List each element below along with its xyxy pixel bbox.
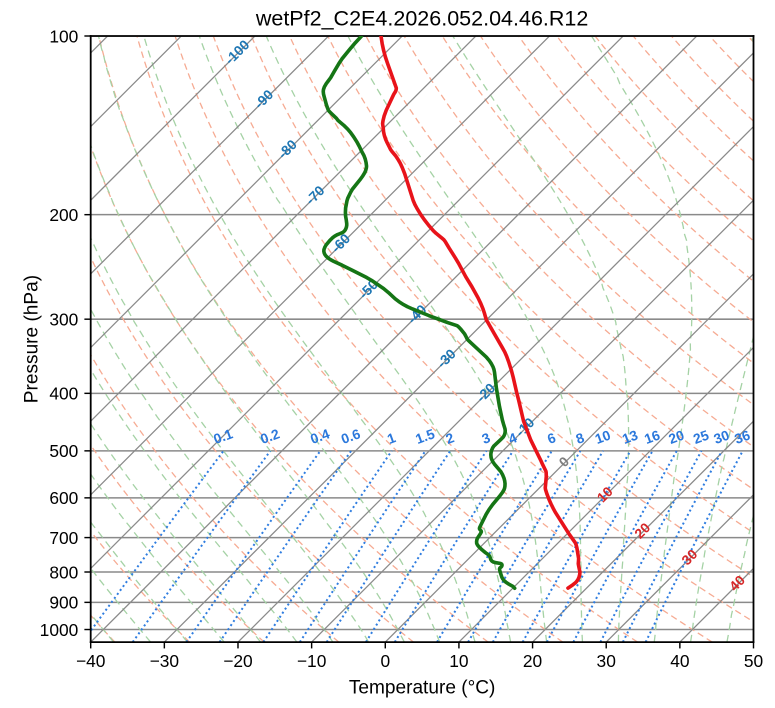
svg-text:700: 700 [49, 528, 78, 548]
svg-text:1000: 1000 [40, 620, 79, 640]
svg-text:10: 10 [449, 651, 468, 671]
svg-text:20: 20 [631, 519, 653, 541]
svg-text:400: 400 [49, 384, 78, 404]
svg-text:600: 600 [49, 488, 78, 508]
svg-text:36: 36 [732, 427, 752, 447]
svg-text:30: 30 [678, 546, 700, 568]
svg-text:Temperature (°C): Temperature (°C) [349, 678, 496, 699]
svg-text:−40: −40 [76, 651, 105, 671]
svg-text:800: 800 [49, 562, 78, 582]
svg-text:−10: −10 [297, 651, 326, 671]
svg-text:−20: −20 [223, 651, 252, 671]
svg-text:50: 50 [744, 651, 763, 671]
svg-text:16: 16 [642, 427, 662, 447]
svg-text:Pressure (hPa): Pressure (hPa) [21, 275, 42, 403]
svg-text:10: 10 [594, 483, 616, 505]
svg-text:20: 20 [666, 427, 686, 447]
svg-text:0.1: 0.1 [211, 425, 235, 447]
svg-text:500: 500 [49, 441, 78, 461]
svg-text:20: 20 [523, 651, 542, 671]
svg-text:−30: −30 [150, 651, 179, 671]
svg-text:0: 0 [380, 651, 390, 671]
svg-text:30: 30 [711, 427, 731, 447]
svg-text:30: 30 [597, 651, 616, 671]
svg-text:13: 13 [620, 427, 640, 447]
svg-text:40: 40 [670, 651, 689, 671]
svg-text:0.4: 0.4 [308, 425, 332, 447]
svg-text:40: 40 [726, 572, 748, 594]
svg-text:1.5: 1.5 [413, 425, 437, 447]
svg-text:100: 100 [49, 26, 78, 46]
svg-text:900: 900 [49, 593, 78, 613]
svg-text:200: 200 [49, 205, 78, 225]
svg-text:300: 300 [49, 309, 78, 329]
svg-text:0.2: 0.2 [258, 425, 282, 447]
svg-text:10: 10 [593, 427, 613, 447]
svg-text:25: 25 [691, 427, 711, 447]
svg-text:wetPf2_C2E4.2026.052.04.46.R12: wetPf2_C2E4.2026.052.04.46.R12 [255, 7, 589, 31]
svg-text:0.6: 0.6 [339, 425, 363, 447]
